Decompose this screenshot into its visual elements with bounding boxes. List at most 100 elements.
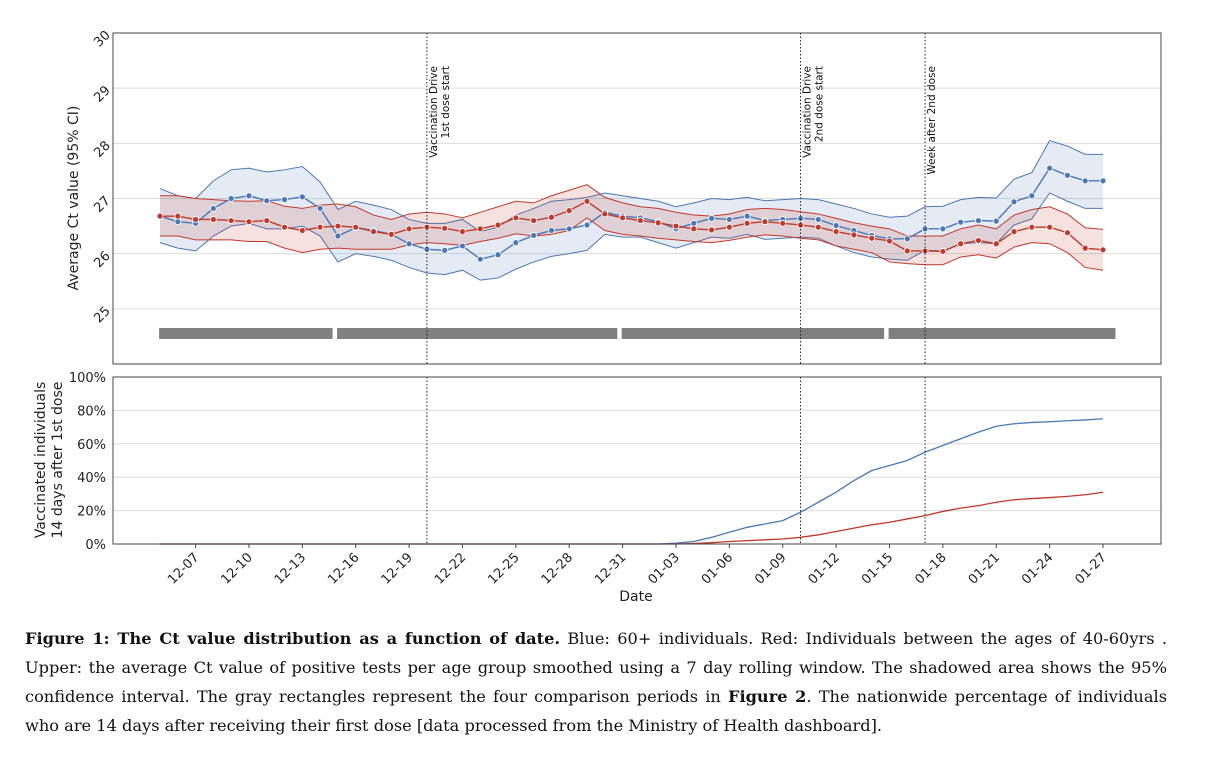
lower-y-label-line1: Vaccinated individuals (33, 382, 49, 538)
blue-mean-point (1028, 192, 1036, 200)
x-axis-label: Date (619, 589, 652, 605)
red-mean-point (654, 219, 662, 227)
upper-y-tick-label: 26 (91, 249, 113, 271)
comparison-period-bar (337, 328, 618, 339)
red-mean-point (281, 223, 288, 231)
red-mean-point (975, 237, 982, 244)
blue-mean-point (316, 205, 324, 212)
x-tick-label: 01-15 (859, 550, 896, 587)
x-tick-label: 12-22 (432, 550, 469, 587)
event-annotation-label: 1st dose start (440, 66, 452, 138)
red-mean-point (530, 217, 538, 224)
red-mean-point (209, 216, 217, 223)
blue-mean-point (903, 235, 911, 243)
caption-body-1: Blue: 60+ individuals. Red: Individuals … (25, 629, 1167, 706)
caption-body-2: . The nationwide percentage of individua… (25, 687, 1167, 735)
red-mean-point (601, 210, 609, 218)
x-tick-label: 12-31 (592, 550, 629, 587)
red-mean-point (476, 225, 484, 233)
red-mean-point (156, 212, 164, 220)
caption-title: Figure 1: The Ct value distribution as a… (25, 629, 561, 648)
red-mean-point (886, 237, 893, 245)
red-ci-band (160, 184, 1103, 271)
red-mean-point (797, 221, 804, 229)
blue-mean-point (227, 195, 235, 202)
red-mean-point (957, 240, 965, 248)
blue-mean-point (298, 193, 306, 201)
blue-vaccinated-line (160, 418, 1104, 545)
blue-mean-point (405, 240, 413, 248)
event-annotation-label: Vaccination Drive (802, 66, 814, 158)
blue-mean-point (174, 218, 182, 226)
red-mean-point (512, 214, 520, 222)
lower-y-label-line2: 14 days after 1st dose (50, 382, 66, 539)
red-mean-point (725, 223, 733, 231)
x-tick-label: 01-27 (1073, 550, 1110, 587)
upper-y-tick-label: 25 (91, 304, 113, 326)
blue-mean-point (1064, 171, 1071, 179)
upper-frame (112, 32, 1162, 365)
blue-mean-point (423, 245, 431, 253)
event-annotation-label: 2nd dose start (814, 66, 826, 142)
comparison-period-bar (159, 328, 333, 339)
x-tick-label: 01-12 (806, 550, 843, 587)
blue-ci-band (160, 140, 1103, 281)
red-mean-point (459, 228, 466, 236)
blue-mean-point (1010, 198, 1018, 206)
lower-y-tick-label: 0% (85, 538, 106, 553)
red-mean-point (708, 226, 715, 234)
red-mean-point (992, 240, 1000, 248)
red-mean-point (1099, 246, 1107, 254)
red-mean-point (370, 228, 377, 236)
blue-mean-point (992, 217, 1000, 225)
red-mean-point (761, 218, 769, 226)
blue-mean-point (494, 251, 502, 259)
red-mean-point (1081, 244, 1089, 252)
blue-mean-point (957, 218, 965, 226)
red-mean-point (1010, 228, 1018, 236)
red-mean-point (405, 225, 413, 233)
upper-y-tick-label: 30 (91, 28, 113, 50)
red-mean-point (690, 225, 698, 233)
lower-y-tick-label: 100% (69, 371, 106, 386)
red-mean-point (832, 228, 840, 236)
red-mean-point (548, 213, 555, 221)
blue-mean-point (939, 225, 947, 233)
x-tick-label: 12-28 (539, 550, 576, 587)
red-mean-point (939, 248, 947, 255)
red-mean-point (636, 217, 644, 224)
lower-y-tick-label: 60% (77, 438, 106, 453)
blue-mean-point (512, 239, 520, 247)
figure-caption: Figure 1: The Ct value distribution as a… (25, 624, 1167, 740)
blue-mean-point (1081, 177, 1089, 185)
x-tick-label: 12-07 (165, 550, 202, 587)
blue-mean-point (743, 212, 751, 220)
blue-mean-point (530, 232, 538, 239)
red-mean-point (227, 217, 235, 224)
red-mean-point (619, 214, 627, 222)
event-annotation-label: Week after 2nd dose (926, 66, 938, 175)
blue-ci-upper-line (159, 139, 1103, 233)
red-mean-point (387, 230, 395, 238)
event-annotation-label: Vaccination Drive (428, 66, 440, 158)
blue-mean-point (334, 232, 342, 240)
red-mean-point (868, 234, 876, 242)
blue-mean-point (583, 221, 591, 229)
blue-mean-point (209, 205, 217, 212)
caption-figure-ref: Figure 2 (727, 687, 807, 706)
blue-mean-point (281, 196, 288, 204)
blue-mean-point (832, 222, 840, 229)
blue-mean-point (548, 227, 555, 234)
red-vaccinated-line (160, 491, 1104, 545)
x-tick-label: 01-18 (912, 550, 949, 587)
red-mean-point (174, 212, 182, 220)
upper-y-label: Average Ct value (95% CI) (66, 106, 82, 291)
x-tick-label: 12-19 (379, 550, 416, 587)
blue-mean-point (975, 217, 982, 224)
red-mean-point (192, 216, 199, 223)
ct-value-figure: 25 26 27 28 29 30 0% 20% 40% 60% 80% 100% 12-07 12-1… (33, 28, 1162, 605)
red-mean-point (850, 231, 858, 239)
x-tick-label: 12-16 (325, 550, 362, 587)
red-mean-point (334, 222, 342, 230)
x-tick-label: 01-09 (752, 550, 789, 587)
